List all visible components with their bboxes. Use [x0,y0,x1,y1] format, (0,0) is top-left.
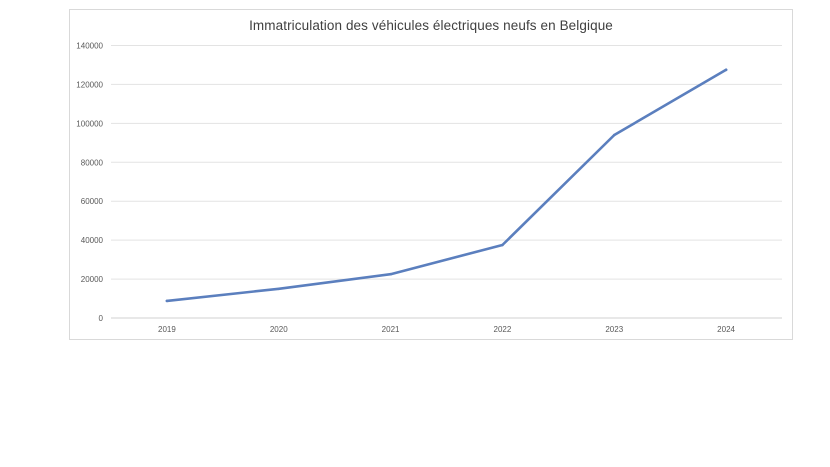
gridlines [111,45,782,319]
x-tick-label: 2019 [158,325,176,334]
y-tick-label: 60000 [81,197,104,206]
series-line [165,68,728,303]
y-tick-label: 40000 [81,236,104,245]
series-layer [165,68,728,303]
x-tick-label: 2021 [382,325,400,334]
y-axis-ticks: 0 20000 40000 60000 80000 100000 120000 140000 [76,42,103,324]
y-tick-label: 80000 [81,158,104,167]
data-point [389,272,392,276]
data-point [277,287,281,291]
y-tick-label: 100000 [76,119,103,128]
data-point [501,243,504,247]
data-point [724,68,728,72]
data-point [612,133,616,137]
y-tick-label: 140000 [76,42,103,51]
y-tick-label: 120000 [76,80,103,89]
x-axis-ticks: 2019 2020 2021 2022 2023 2024 [158,325,736,334]
x-tick-label: 2022 [494,325,512,334]
y-tick-label: 0 [99,314,104,323]
y-tick-label: 20000 [81,275,104,284]
x-tick-label: 2020 [270,325,288,334]
chart-title: Immatriculation des véhicules électrique… [249,18,613,33]
x-tick-label: 2024 [717,325,735,334]
chart-frame: Immatriculation des véhicules électrique… [69,9,793,340]
x-tick-label: 2023 [605,325,623,334]
data-point [165,299,169,303]
